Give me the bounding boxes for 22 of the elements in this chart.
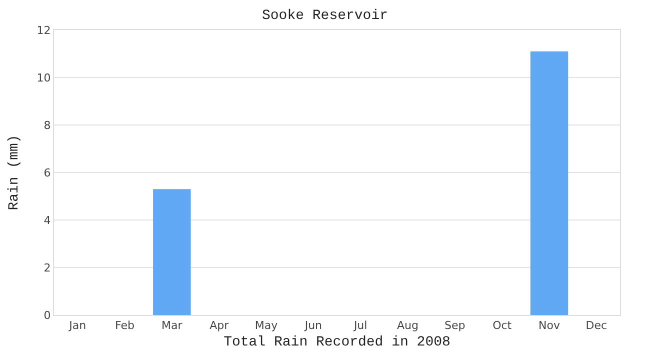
- y-tick-label: 6: [44, 166, 51, 180]
- x-tick-label: Jun: [304, 319, 322, 332]
- y-tick-label: 10: [36, 71, 51, 84]
- y-tick-label: 4: [44, 214, 51, 227]
- x-tick-label: Feb: [115, 319, 134, 332]
- x-tick-label: Sep: [444, 319, 466, 332]
- x-tick-label: Mar: [162, 319, 183, 332]
- chart-title: Sooke Reservoir: [262, 8, 388, 24]
- x-tick-label: Aug: [397, 319, 418, 332]
- y-tick-label: 12: [36, 24, 51, 37]
- x-axis-title: Total Rain Recorded in 2008: [224, 334, 450, 350]
- x-tick-label: Jul: [352, 319, 368, 332]
- x-tick-label: Apr: [210, 319, 230, 332]
- y-tick-label: 0: [44, 308, 51, 322]
- x-tick-label: Oct: [492, 319, 512, 332]
- x-tick-label: May: [254, 319, 278, 332]
- y-tick-label: 8: [44, 118, 51, 132]
- x-tick-label: Nov: [538, 319, 560, 332]
- x-tick-label: Jan: [68, 319, 86, 332]
- y-tick-label: 2: [44, 261, 51, 274]
- x-tick-label: Dec: [586, 319, 608, 332]
- y-axis-title: Rain (mm): [6, 134, 22, 210]
